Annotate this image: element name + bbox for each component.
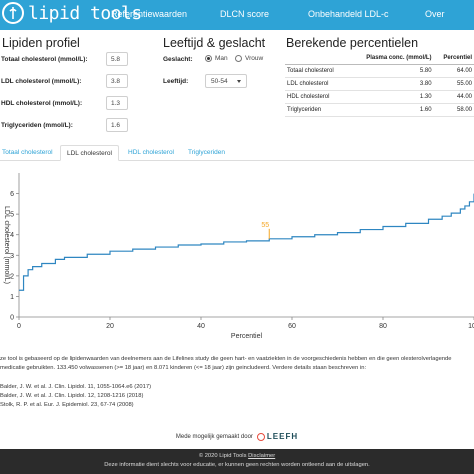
footnote-text: ze tool is gebaseerd op de lipidenwaarde… [0, 356, 452, 371]
chart-axes: 0123456020406080100 [10, 173, 474, 330]
percentile-chart: 0123456020406080100 55 Percentiel LDL ch… [0, 165, 474, 340]
row-conc: 1.30 [347, 90, 434, 104]
header-percentile: Percentiel [433, 53, 474, 65]
row-name: Totaal cholesterol [285, 64, 348, 78]
table-row: Triglyceriden 1.60 58.00 [285, 103, 474, 117]
y-tick-label: 6 [10, 191, 14, 198]
chart-marker: 55 [261, 222, 270, 239]
series-line [19, 193, 474, 291]
hdl-cholesterol-label: HDL cholesterol (mmol/L): [1, 100, 83, 107]
row-percentile: 58.00 [433, 103, 474, 117]
table-row: LDL cholesterol 3.80 55.00 [285, 77, 474, 91]
radio-man-label: Man [215, 55, 228, 62]
reference-1: Balder, J. W. et al. J. Clin. Lipidol. 1… [0, 384, 152, 390]
hdl-cholesterol-input[interactable]: 1.3 [106, 96, 128, 110]
footer-note: Deze informatie dient slechts voor educa… [104, 462, 370, 468]
brand-title: lipid tools [28, 2, 142, 24]
chevron-down-icon [237, 80, 241, 83]
percentiles-table: Plasma conc. (mmol/L) Percentiel Totaal … [285, 53, 474, 117]
table-row: Totaal cholesterol 5.80 64.00 [285, 64, 474, 78]
leefh-logo-icon [256, 432, 265, 441]
nav-item-onbehandeld-ldl[interactable]: Onbehandeld LDL-c [308, 9, 389, 19]
reference-3: Stolk, R. P. et al. Eur. J. Epidemiol. 2… [0, 402, 134, 408]
ldl-cholesterol-input[interactable]: 3.8 [106, 74, 128, 88]
profile-title: Lipiden profiel [2, 36, 80, 50]
header-plasma-conc: Plasma conc. (mmol/L) [347, 53, 434, 65]
leefh-logo[interactable]: LEEFH [256, 432, 299, 441]
y-tick-label: 5 [10, 212, 14, 219]
nav-item-referentiewaarden[interactable]: Referentiewaarden [111, 9, 188, 19]
chart-svg: 0123456020406080100 55 Percentiel LDL ch… [3, 173, 474, 340]
reference-2: Balder, J. W. et al. J. Clin. Lipidol. 1… [0, 393, 144, 399]
x-axis-label: Percentiel [231, 333, 263, 340]
radio-vrouw[interactable] [235, 55, 242, 62]
sex-option-man[interactable]: Man [205, 55, 228, 62]
tab-ldl-cholesterol[interactable]: LDL cholesterol [60, 145, 119, 161]
sex-option-vrouw[interactable]: Vrouw [235, 55, 263, 62]
row-conc: 1.60 [347, 103, 434, 117]
copyright-text: © 2020 Lipid Tools [198, 453, 247, 459]
row-percentile: 55.00 [433, 77, 474, 91]
chart-tabs: Totaal cholesterol LDL cholesterol HDL c… [0, 145, 474, 161]
leefh-logo-text: LEEFH [266, 432, 299, 441]
total-cholesterol-label: Totaal cholesterol (mmol/L): [1, 56, 88, 63]
radio-vrouw-label: Vrouw [245, 55, 264, 62]
nav-item-over[interactable]: Over [425, 9, 445, 19]
row-percentile: 64.00 [433, 64, 474, 78]
row-conc: 3.80 [347, 77, 434, 91]
x-tick-label: 40 [197, 323, 205, 330]
nav-item-dlcn-score[interactable]: DLCN score [220, 9, 270, 19]
total-cholesterol-input[interactable]: 5.8 [106, 52, 128, 66]
y-axis-label: LDL cholesterol (mmol/L) [3, 206, 10, 284]
x-tick-label: 100 [468, 323, 474, 330]
x-tick-label: 20 [106, 323, 114, 330]
row-name: LDL cholesterol [285, 77, 348, 91]
y-tick-label: 1 [10, 294, 14, 301]
brand[interactable]: lipid tools [2, 2, 142, 24]
demographics-title: Leeftijd & geslacht [163, 36, 266, 50]
sex-label: Geslacht: [163, 56, 193, 63]
age-label: Leeftijd: [163, 78, 189, 85]
marker-label: 55 [261, 222, 269, 229]
y-tick-label: 2 [10, 273, 14, 280]
radio-man[interactable] [205, 55, 212, 62]
x-tick-label: 0 [17, 323, 21, 330]
navbar: lipid tools Referentiewaarden DLCN score… [0, 0, 474, 30]
footer: © 2020 Lipid Tools Disclaimer Deze infor… [0, 449, 474, 474]
percentiles-title: Berekende percentielen [286, 36, 419, 50]
made-by-text: Mede mogelijk gemaakt door [175, 433, 253, 440]
tab-triglyceriden[interactable]: Triglyceriden [188, 149, 225, 156]
ldl-cholesterol-label: LDL cholesterol (mmol/L): [1, 78, 82, 85]
disclaimer-link[interactable]: Disclaimer [248, 453, 276, 459]
triglycerides-label: Triglyceriden (mmol/L): [1, 122, 73, 129]
y-tick-label: 4 [10, 232, 14, 239]
percentiles-header-row: Plasma conc. (mmol/L) Percentiel [285, 53, 474, 65]
row-percentile: 44.00 [433, 90, 474, 104]
tab-totaal-cholesterol[interactable]: Totaal cholesterol [2, 149, 53, 156]
row-name: HDL cholesterol [285, 90, 348, 104]
tab-hdl-cholesterol[interactable]: HDL cholesterol [128, 149, 175, 156]
table-row: HDL cholesterol 1.30 44.00 [285, 90, 474, 104]
x-tick-label: 80 [379, 323, 387, 330]
brand-logo-icon [2, 2, 24, 24]
row-name: Triglyceriden [285, 103, 348, 117]
y-tick-label: 3 [10, 253, 14, 260]
x-tick-label: 60 [288, 323, 296, 330]
age-select-value: 50-54 [211, 78, 228, 85]
age-select[interactable]: 50-54 [205, 74, 247, 88]
row-conc: 5.80 [347, 64, 434, 78]
y-tick-label: 0 [10, 315, 14, 322]
made-by-row: Mede mogelijk gemaakt door LEEFH [0, 432, 474, 441]
header-name [285, 53, 348, 65]
triglycerides-input[interactable]: 1.6 [106, 118, 128, 132]
